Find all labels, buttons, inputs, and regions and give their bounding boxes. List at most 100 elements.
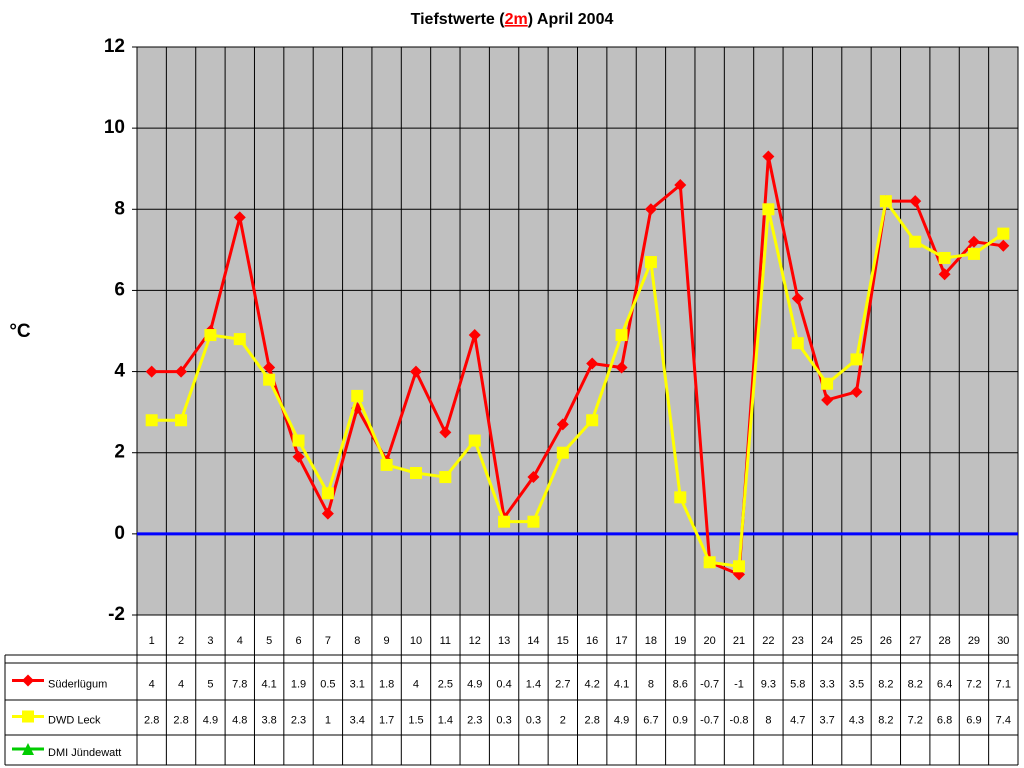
data-point	[556, 418, 569, 431]
table-value: 8.6	[673, 678, 688, 690]
x-tick-label: 14	[527, 635, 539, 647]
y-tick-label: 8	[114, 198, 125, 219]
data-point	[233, 211, 246, 224]
table-value: 3.8	[262, 714, 277, 726]
x-tick-label: 18	[645, 635, 657, 647]
x-tick-label: 8	[354, 635, 360, 647]
data-point	[821, 377, 834, 390]
table-value: 6.7	[643, 714, 658, 726]
title-part: ) April 2004	[528, 11, 614, 28]
table-value: 1.8	[379, 678, 394, 690]
x-tick-label: 15	[557, 635, 569, 647]
data-point	[997, 239, 1010, 252]
table-value: 7.1	[996, 678, 1011, 690]
y-axis-label: °C	[9, 321, 31, 342]
chart-title: Tiefstwerte (2m) April 2004	[411, 11, 614, 28]
table-value: 3.5	[849, 678, 864, 690]
data-point	[498, 515, 511, 528]
x-tick-label: 4	[237, 635, 243, 647]
x-tick-label: 10	[410, 635, 422, 647]
table-value: 0.4	[496, 678, 511, 690]
table-value: 4.9	[467, 678, 482, 690]
table-value: 4	[413, 678, 419, 690]
data-point	[175, 414, 188, 427]
x-tick-label: 17	[615, 635, 627, 647]
y-tick-label: 2	[114, 442, 125, 463]
table-value: 2.7	[555, 678, 570, 690]
data-point	[439, 471, 452, 484]
table-value: -0.7	[700, 678, 719, 690]
x-tick-label: 9	[384, 635, 390, 647]
data-point	[791, 337, 804, 350]
x-tick-label: 29	[968, 635, 980, 647]
y-tick-label: 4	[114, 361, 125, 382]
data-point	[409, 365, 422, 378]
data-point	[586, 357, 599, 370]
data-point	[175, 365, 188, 378]
table-value: 4	[149, 678, 155, 690]
data-point	[967, 235, 980, 248]
table-value: 4	[178, 678, 184, 690]
data-point	[527, 471, 540, 484]
table-value: -0.8	[730, 714, 749, 726]
data-point	[263, 373, 276, 386]
data-point	[674, 491, 687, 504]
x-tick-label: 22	[762, 635, 774, 647]
data-point	[762, 203, 775, 216]
table-value: 7.2	[908, 714, 923, 726]
table-value: 2.8	[585, 714, 600, 726]
y-tick-label: 10	[104, 117, 125, 138]
table-value: 4.3	[849, 714, 864, 726]
table-value: 2	[560, 714, 566, 726]
data-point	[468, 434, 481, 447]
data-point	[615, 361, 628, 374]
table-value: 4.1	[262, 678, 277, 690]
data-point	[409, 467, 422, 479]
x-tick-label: 5	[266, 635, 272, 647]
table-value: 0.9	[673, 714, 688, 726]
series-line	[151, 197, 1005, 569]
legend-marker	[22, 674, 34, 687]
data-point	[145, 414, 158, 427]
data-point	[997, 227, 1010, 240]
data-point	[292, 450, 305, 463]
x-tick-label: 1	[149, 635, 155, 647]
table-value: 0.5	[320, 678, 335, 690]
table-value: 8.2	[878, 678, 893, 690]
table-value: 4.2	[585, 678, 600, 690]
x-tick-label: 2	[178, 635, 184, 647]
table-value: 1	[325, 714, 331, 726]
y-tick-label: -2	[108, 604, 125, 625]
x-tick-label: 28	[938, 635, 950, 647]
data-point	[263, 361, 276, 374]
table-value: 9.3	[761, 678, 776, 690]
table-value: 5	[207, 678, 213, 690]
table-value: 2.3	[467, 714, 482, 726]
data-point	[233, 333, 246, 346]
table-value: 7.2	[966, 678, 981, 690]
data-point	[380, 458, 393, 471]
x-tick-label: 19	[674, 635, 686, 647]
data-point	[674, 178, 687, 191]
table-value: 0.3	[526, 714, 541, 726]
table-value: 5.8	[790, 678, 805, 690]
title-part: 2m	[505, 11, 528, 28]
table-value: 6.8	[937, 714, 952, 726]
data-point	[644, 203, 657, 216]
legend-marker	[22, 743, 34, 755]
table-value: 8.2	[878, 714, 893, 726]
y-tick-label: 12	[104, 36, 125, 57]
table-value: 7.8	[232, 678, 247, 690]
data-point	[821, 393, 834, 406]
table-value: 3.4	[350, 714, 365, 726]
data-point	[938, 251, 951, 264]
table-value: 4.7	[790, 714, 805, 726]
table-value: 2.5	[438, 678, 453, 690]
data-point	[879, 195, 892, 208]
y-tick-label: 6	[114, 279, 125, 300]
table-value: 6.9	[966, 714, 981, 726]
data-point	[321, 507, 334, 520]
table-value: 1.7	[379, 714, 394, 726]
data-point	[145, 365, 158, 378]
